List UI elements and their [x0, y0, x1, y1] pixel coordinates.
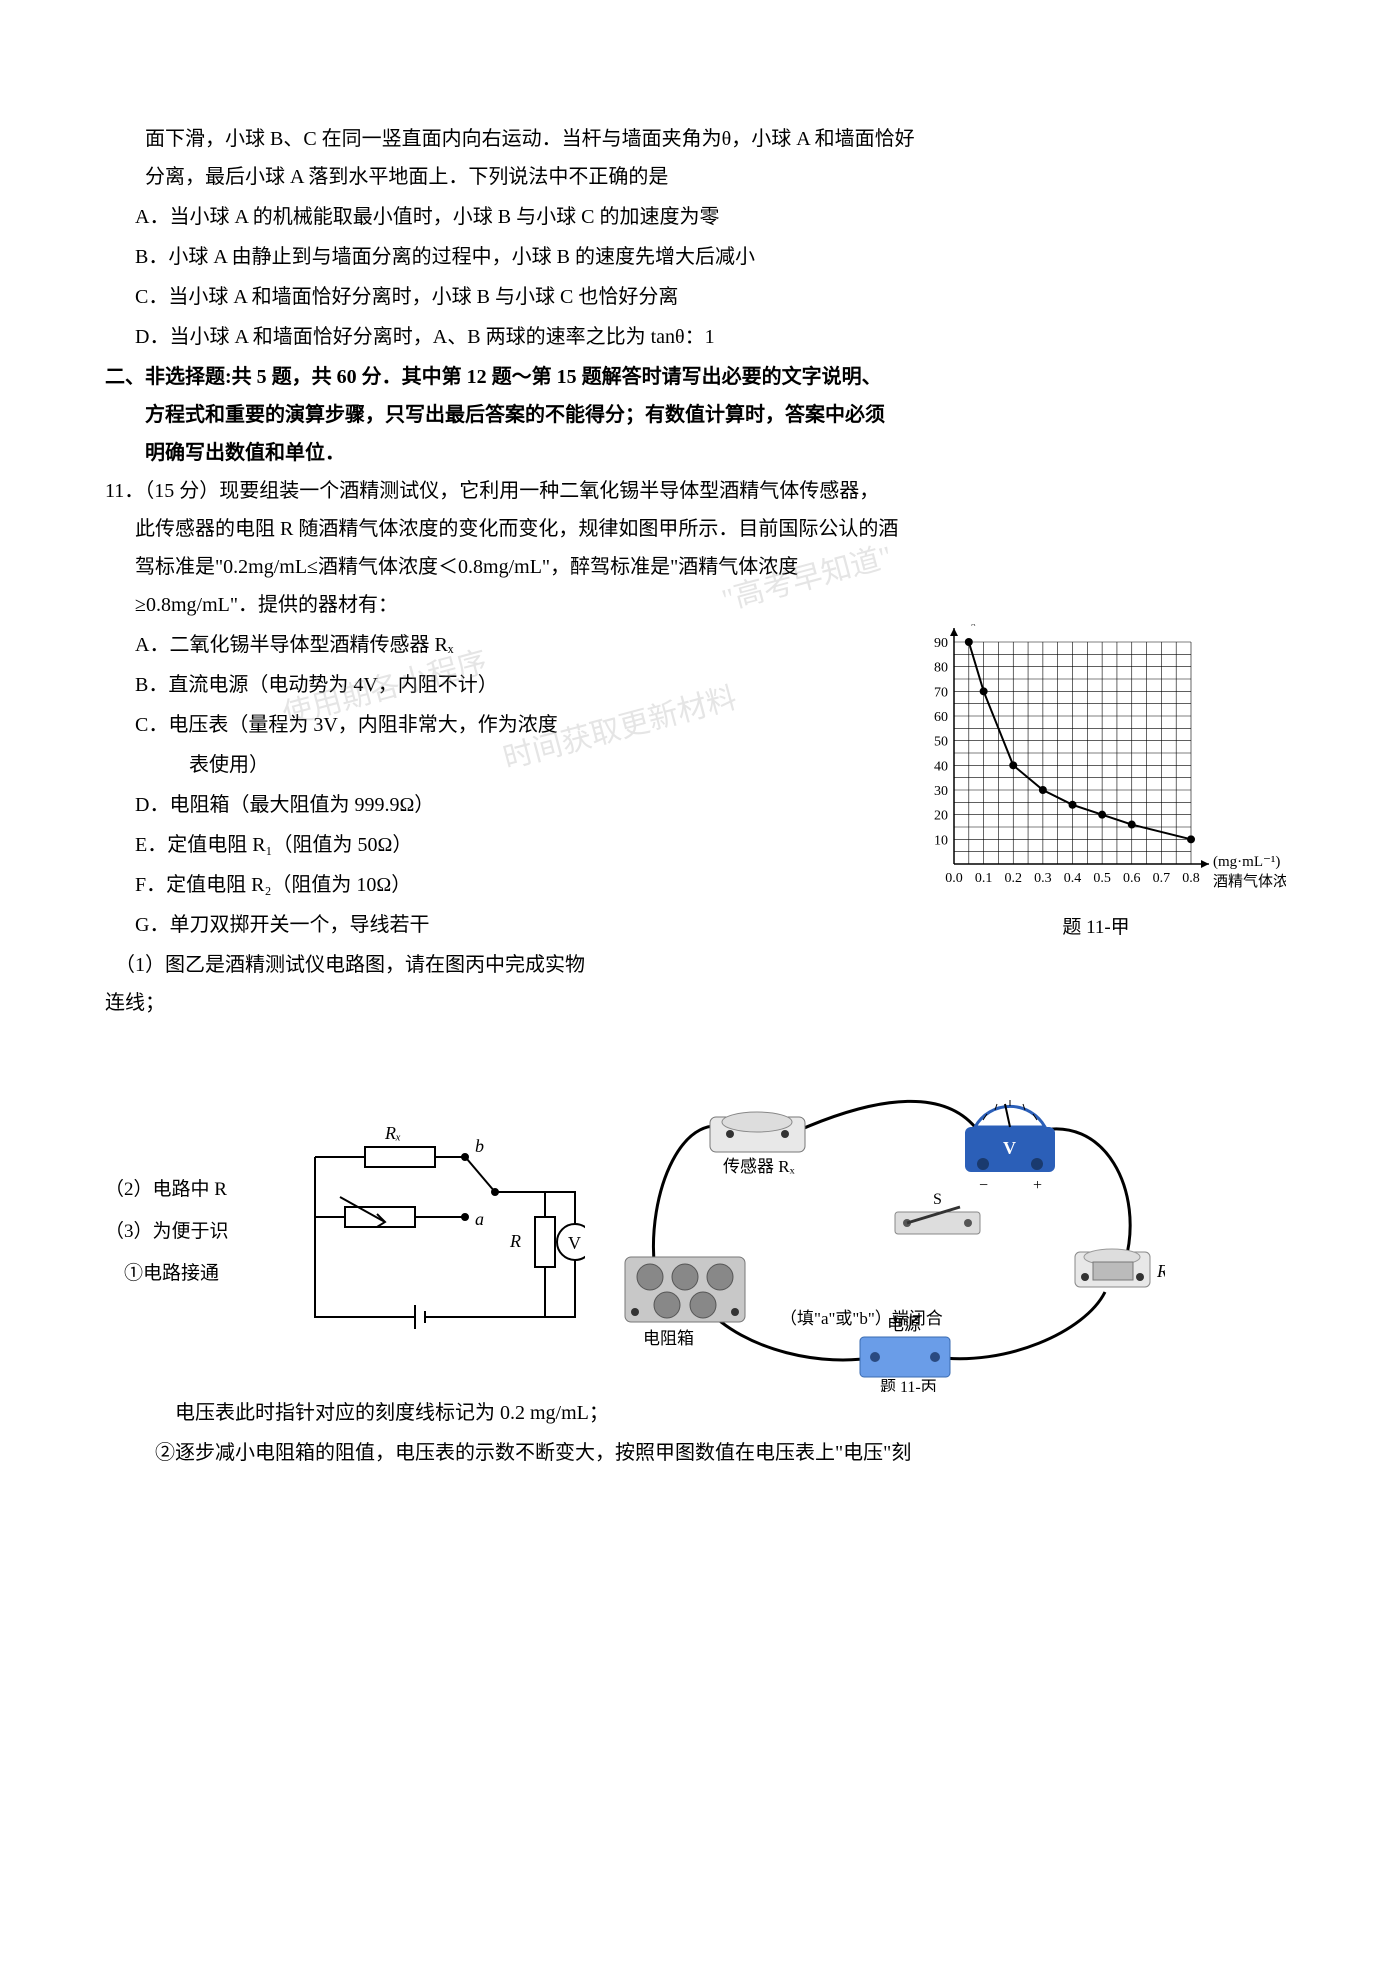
svg-text:−: − — [979, 1177, 988, 1194]
svg-text:Rₓ: Rₓ — [384, 1123, 401, 1143]
q11-options-chart-row: A．二氧化锡半导体型酒精传感器 Rₓ B．直流电源（电动势为 4V，内阻不计） … — [105, 624, 1286, 1022]
svg-text:30: 30 — [934, 784, 948, 799]
q11-opt-b: B．直流电源（电动势为 4V，内阻不计） — [105, 666, 896, 704]
rbox-label: 电阻箱 — [643, 1329, 694, 1348]
q11-opt-a: A．二氧化锡半导体型酒精传感器 Rₓ — [105, 626, 896, 664]
svg-text:0.0: 0.0 — [945, 871, 963, 886]
q10-tail-line2: 分离，最后小球 A 落到水平地面上．下列说法中不正确的是 — [105, 158, 1286, 196]
source-label: 电源 — [887, 1315, 921, 1334]
svg-text:(mg·mL⁻¹): (mg·mL⁻¹) — [1213, 854, 1280, 870]
svg-text:0.5: 0.5 — [1093, 871, 1111, 886]
svg-text:90: 90 — [934, 636, 948, 651]
q11-sub3-1: ①电路接通 — [105, 1253, 265, 1295]
section2-head1: 二、非选择题:共 5 题，共 60 分．其中第 12 题～第 15 题解答时请写… — [105, 358, 1286, 396]
q11-options-col: A．二氧化锡半导体型酒精传感器 Rₓ B．直流电源（电动势为 4V，内阻不计） … — [105, 624, 896, 1022]
q11-stem3: 驾标准是"0.2mg/mL≤酒精气体浓度＜0.8mg/mL"，醉驾标准是"酒精气… — [105, 548, 1286, 586]
q11-sub3: （3）为便于识 — [105, 1211, 265, 1253]
q11-tail2: ②逐步减小电阻箱的阻值，电压表的示数不断变大，按照甲图数值在电压表上"电压"刻 — [105, 1434, 1286, 1472]
q10-opt-d: D．当小球 A 和墙面恰好分离时，A、B 两球的速率之比为 tanθ：1 — [105, 318, 1286, 356]
circuit-schematic: b a V Rₓ R — [285, 1117, 585, 1347]
q10-tail-line1: 面下滑，小球 B、C 在同一竖直面内向右运动．当杆与墙面夹角为θ，小球 A 和墙… — [105, 120, 1286, 158]
circuit-left-text: （2）电路中 R （3）为便于识 ①电路接通 — [105, 1169, 265, 1294]
circuit-physical: 传感器 Rₓ V − + S — [605, 1072, 1165, 1392]
q11-opt-c1: C．电压表（量程为 3V，内阻非常大，作为浓度 — [105, 706, 896, 744]
chart-svg: 10 20 30 40 50 60 70 80 90 0.0 0.1 0.2 0.3 0.4 0.5 0.6 0… — [906, 624, 1286, 904]
svg-text:0.4: 0.4 — [1064, 871, 1082, 886]
svg-text:+: + — [1033, 1177, 1042, 1194]
section2-head3: 明确写出数值和单位． — [105, 434, 1286, 472]
svg-text:酒精气体浓度: 酒精气体浓度 — [1213, 873, 1286, 890]
svg-text:70: 70 — [934, 685, 948, 700]
svg-text:0.6: 0.6 — [1123, 871, 1141, 886]
chart-caption: 题 11-甲 — [906, 910, 1286, 946]
svg-text:20: 20 — [934, 809, 948, 824]
q11-opt-d: D．电阻箱（最大阻值为 999.9Ω） — [105, 786, 896, 824]
section2-head2: 方程式和重要的演算步骤，只写出最后答案的不能得分；有数值计算时，答案中必须 — [105, 396, 1286, 434]
q10-opt-b: B．小球 A 由静止到与墙面分离的过程中，小球 B 的速度先增大后减小 — [105, 238, 1286, 276]
q10-opt-c: C．当小球 A 和墙面恰好分离时，小球 B 与小球 C 也恰好分离 — [105, 278, 1286, 316]
q11-stem2: 此传感器的电阻 R 随酒精气体浓度的变化而变化，规律如图甲所示．目前国际公认的酒 — [105, 510, 1286, 548]
svg-text:10: 10 — [934, 833, 948, 848]
svg-text:0.8: 0.8 — [1182, 871, 1200, 886]
q11-stem1: 11．（15 分）现要组装一个酒精测试仪，它利用一种二氧化锡半导体型酒精气体传感… — [105, 472, 1286, 510]
q11-sub1a: （1）图乙是酒精测试仪电路图，请在图丙中完成实物 — [105, 946, 896, 984]
svg-text:V: V — [1003, 1138, 1016, 1158]
q11-stem4: ≥0.8mg/mL"．提供的器材有： — [105, 586, 1286, 624]
q11-opt-f: F．定值电阻 R₂（阻值为 10Ω） — [105, 866, 896, 904]
q11-tail1: 电压表此时指针对应的刻度线标记为 0.2 mg/mL； — [105, 1394, 1286, 1432]
svg-text:0.3: 0.3 — [1034, 871, 1052, 886]
chart-col: 10 20 30 40 50 60 70 80 90 0.0 0.1 0.2 0.3 0.4 0.5 0.6 0… — [906, 624, 1286, 946]
svg-text:80: 80 — [934, 661, 948, 676]
svg-text:R: R — [1156, 1261, 1165, 1281]
q11-sub2: （2）电路中 R — [105, 1169, 265, 1211]
svg-text:Rₓ/Ω: Rₓ/Ω — [961, 624, 992, 628]
svg-text:0.7: 0.7 — [1153, 871, 1171, 886]
svg-text:V: V — [568, 1233, 581, 1253]
svg-text:40: 40 — [934, 759, 948, 774]
svg-text:50: 50 — [934, 735, 948, 750]
svg-text:R: R — [509, 1231, 521, 1251]
chart-jia: 10 20 30 40 50 60 70 80 90 0.0 0.1 0.2 0.3 0.4 0.5 0.6 0… — [906, 624, 1286, 904]
q10-opt-a: A．当小球 A 的机械能取最小值时，小球 B 与小球 C 的加速度为零 — [105, 198, 1286, 236]
q11-sub1b: 连线； — [105, 984, 896, 1022]
circuit-row: （2）电路中 R （3）为便于识 ①电路接通 b a — [105, 1072, 1286, 1392]
svg-text:0.2: 0.2 — [1005, 871, 1023, 886]
svg-text:S: S — [933, 1191, 942, 1208]
q11-opt-g: G．单刀双掷开关一个，导线若干 — [105, 906, 896, 944]
sensor-label: 传感器 Rₓ — [723, 1157, 795, 1176]
svg-text:b: b — [475, 1136, 484, 1156]
svg-text:a: a — [475, 1209, 484, 1229]
svg-text:0.1: 0.1 — [975, 871, 993, 886]
svg-text:60: 60 — [934, 710, 948, 725]
q11-opt-c2: 表使用） — [105, 746, 896, 784]
q11-opt-e: E．定值电阻 R₁（阻值为 50Ω） — [105, 826, 896, 864]
caption-bing: 题 11-丙 — [880, 1379, 937, 1392]
